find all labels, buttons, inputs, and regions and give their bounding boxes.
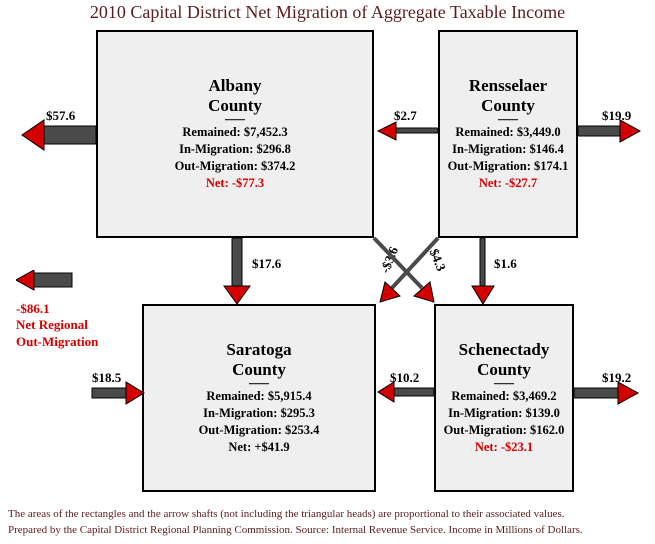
arrow-label: $4.3 [426,246,449,273]
county-name: SaratogaCounty [144,340,374,379]
county-name: SchenectadyCounty [436,340,572,379]
county-box-rensselaer: RensselaerCounty Remained: $3,449.0 In-M… [438,30,578,238]
stat-net: Net: -$77.3 [98,175,372,192]
arrow-label: $17.6 [252,256,281,272]
stat-net: Net: -$27.7 [440,175,576,192]
arrow-ren-sch [472,238,494,304]
county-name: RensselaerCounty [440,76,576,115]
arrow-label: $19.9 [602,108,631,124]
separator [225,119,245,120]
arrow-label: $18.5 [92,370,121,386]
arrow-alb-ren [378,122,438,140]
stat-out: Out-Migration: $374.2 [98,158,372,175]
arrow-label: $19.2 [602,370,631,386]
legend-value: -$86.1 [16,301,50,316]
legend-line: Net Regional [16,317,88,332]
stat-out: Out-Migration: $174.1 [440,158,576,175]
stat-in: In-Migration: $139.0 [436,405,572,422]
stat-remained: Remained: $3,469.2 [436,388,572,405]
arrow-label: $10.2 [390,370,419,386]
separator [494,383,514,384]
page-title: 2010 Capital District Net Migration of A… [0,2,655,23]
legend-line: Out-Migration [16,334,98,349]
arrow-label: $57.6 [46,108,75,124]
stat-remained: Remained: $7,452.3 [98,124,372,141]
stat-net: Net: +$41.9 [144,439,374,456]
stat-in: In-Migration: $146.4 [440,141,576,158]
stat-remained: Remained: $5,915.4 [144,388,374,405]
legend: -$86.1 Net Regional Out-Migration [16,270,98,350]
legend-arrow-icon [16,270,76,292]
stat-out: Out-Migration: $162.0 [436,422,572,439]
stat-in: In-Migration: $295.3 [144,405,374,422]
stat-net: Net: -$23.1 [436,439,572,456]
county-box-schenectady: SchenectadyCounty Remained: $3,469.2 In-… [434,304,574,492]
county-box-albany: AlbanyCounty Remained: $7,452.3 In-Migra… [96,30,374,238]
arrow-label: $2.7 [394,108,417,124]
stat-in: In-Migration: $296.8 [98,141,372,158]
county-name: AlbanyCounty [98,76,372,115]
arrow-alb-sar [224,238,250,304]
footnote-1: The areas of the rectangles and the arro… [8,508,565,520]
stat-remained: Remained: $3,449.0 [440,124,576,141]
footnote-2: Prepared by the Capital District Regiona… [8,524,583,536]
separator [249,383,269,384]
stat-out: Out-Migration: $253.4 [144,422,374,439]
arrow-albany-out [22,120,96,150]
separator [498,119,518,120]
arrow-label: -$3.6 [377,244,402,275]
county-box-saratoga: SaratogaCounty Remained: $5,915.4 In-Mig… [142,304,376,492]
arrow-label: $1.6 [494,256,517,272]
